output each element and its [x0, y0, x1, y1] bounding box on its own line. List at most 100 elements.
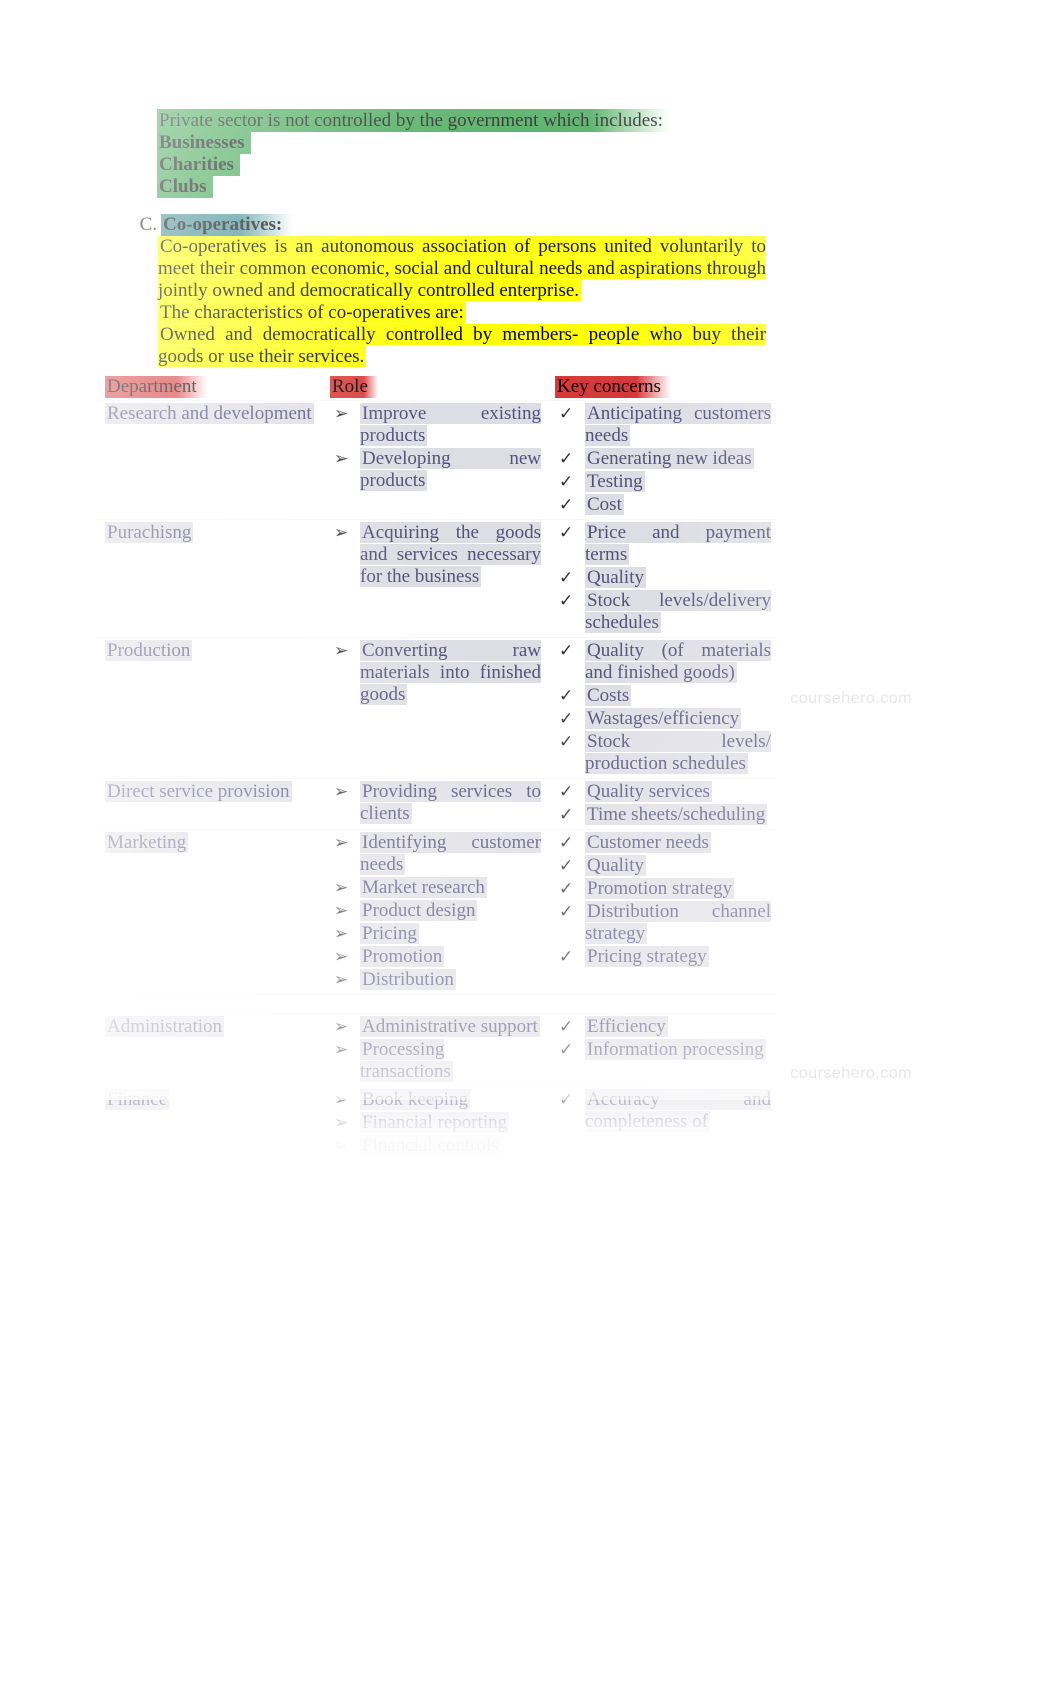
- concern-item-text: Time sheets/scheduling: [585, 804, 767, 825]
- dept-name: Research and development: [105, 403, 314, 424]
- role-item-text: Book keeping: [360, 1089, 470, 1110]
- cooperatives-body: Co-operatives is an autonomous associati…: [158, 236, 766, 368]
- concern-item: Accuracy and completeness of: [555, 1089, 771, 1133]
- role-item-text: Identifying customer needs: [360, 832, 541, 875]
- role-item: Developing new products: [330, 448, 541, 492]
- role-list: Improve existing productsDeveloping new …: [330, 403, 541, 492]
- intro-line-1-text: Private sector is not controlled by the …: [157, 109, 669, 132]
- concerns-list: Quality servicesTime sheets/scheduling: [555, 781, 771, 826]
- coops-para-3: Owned and democratically controlled by m…: [158, 324, 766, 367]
- concern-item: Testing: [555, 471, 771, 493]
- role-item-text: Financial controls: [360, 1135, 501, 1156]
- role-item-text: Acquiring the goods and services necessa…: [360, 522, 541, 587]
- concern-item: Price and payment terms: [555, 522, 771, 566]
- list-letter: C.: [133, 214, 157, 236]
- role-list: Identifying customer needsMarket researc…: [330, 832, 541, 991]
- table-row: [97, 995, 777, 1014]
- table-row: Research and development Improve existing…: [97, 401, 777, 520]
- header-department: Department: [97, 374, 322, 401]
- role-item-text: Market research: [360, 877, 487, 898]
- concern-item-text: Anticipating customers needs: [585, 403, 771, 446]
- role-item-text: Processing transactions: [360, 1039, 453, 1082]
- table-row: MarketingIdentifying customer needsMarke…: [97, 830, 777, 995]
- concerns-cell: Customer needsQualityPromotion strategyD…: [547, 830, 777, 995]
- dept-name: Direct service provision: [105, 781, 292, 802]
- concern-item-text: Pricing strategy: [585, 946, 709, 967]
- table-row: Administration Administrative supportProc…: [97, 1014, 777, 1087]
- concerns-cell: Price and payment termsQualityStock leve…: [547, 520, 777, 638]
- concerns-cell: Quality servicesTime sheets/scheduling: [547, 779, 777, 830]
- table-row: Production Converting raw materials into …: [97, 638, 777, 779]
- coops-para-2: The characteristics of co-operatives are…: [158, 302, 466, 323]
- concern-item: Costs: [555, 685, 771, 707]
- role-list: Acquiring the goods and services necessa…: [330, 522, 541, 588]
- concern-item-text: Costs: [585, 685, 631, 706]
- cooperatives-heading-row: C. Co-operatives:: [133, 214, 1062, 236]
- concerns-cell: Quality (of materials and finished goods…: [547, 638, 777, 779]
- role-item: Product design: [330, 900, 541, 922]
- page: Private sector is not controlled by the …: [0, 0, 1062, 1686]
- intro-block: Private sector is not controlled by the …: [157, 110, 765, 198]
- role-item: Financial reporting: [330, 1112, 541, 1134]
- role-cell: Improve existing productsDeveloping new …: [322, 401, 547, 520]
- concern-item-text: Cost: [585, 494, 624, 515]
- concern-item-text: Quality: [585, 855, 646, 876]
- concern-item: Quality: [555, 855, 771, 877]
- intro-line-1: Private sector is not controlled by the …: [157, 110, 765, 132]
- intro-bullet-3: Clubs: [157, 176, 765, 198]
- concerns-cell: Anticipating customers needsGenerating n…: [547, 401, 777, 520]
- dept-name: Administration: [105, 1016, 224, 1037]
- role-item-text: Converting raw materials into finished g…: [360, 640, 541, 705]
- dept-cell: Research and development: [97, 401, 322, 520]
- concern-item-text: Generating new ideas: [585, 448, 754, 469]
- concern-item-text: Quality (of materials and finished goods…: [585, 640, 771, 683]
- concern-item-text: Quality services: [585, 781, 712, 802]
- role-item-text: Distribution: [360, 969, 456, 990]
- concern-item-text: Accuracy and completeness of: [585, 1089, 771, 1132]
- concerns-cell: Accuracy and completeness of: [547, 1087, 777, 1161]
- role-item: Administrative support: [330, 1016, 541, 1038]
- concern-item: Generating new ideas: [555, 448, 771, 470]
- role-item: Providing services to clients: [330, 781, 541, 825]
- header-role-label: Role: [330, 376, 378, 398]
- header-key-concerns-label: Key concerns: [555, 376, 671, 398]
- role-item: Processing transactions: [330, 1039, 541, 1083]
- coops-para-1: Co-operatives is an autonomous associati…: [158, 236, 766, 301]
- concern-item: Promotion strategy: [555, 878, 771, 900]
- intro-bullet-1-text: Businesses: [157, 132, 251, 154]
- concern-item: Quality: [555, 567, 771, 589]
- table-row: Direct service provision Providing servic…: [97, 779, 777, 830]
- role-list: Book keepingFinancial reportingFinancial…: [330, 1089, 541, 1157]
- header-key-concerns: Key concerns: [547, 374, 777, 401]
- table-row: Purachisng Acquiring the goods and servic…: [97, 520, 777, 638]
- concern-item: Customer needs: [555, 832, 771, 854]
- concern-item-text: Information processing: [585, 1039, 766, 1060]
- dept-name: Production: [105, 640, 192, 661]
- role-item: Distribution: [330, 969, 541, 991]
- dept-cell: Finance: [97, 1087, 322, 1161]
- dept-cell: Administration: [97, 1014, 322, 1087]
- concerns-cell: EfficiencyInformation processing: [547, 1014, 777, 1087]
- concern-item: Quality (of materials and finished goods…: [555, 640, 771, 684]
- concern-item-text: Stock levels/delivery schedules: [585, 590, 771, 633]
- concern-item-text: Promotion strategy: [585, 878, 734, 899]
- role-list: Converting raw materials into finished g…: [330, 640, 541, 706]
- header-role: Role: [322, 374, 547, 401]
- concern-item-text: Stock levels/ production schedules: [585, 731, 771, 774]
- role-item-text: Promotion: [360, 946, 444, 967]
- concerns-list: Quality (of materials and finished goods…: [555, 640, 771, 775]
- concerns-list: Price and payment termsQualityStock leve…: [555, 522, 771, 634]
- role-item: Book keeping: [330, 1089, 541, 1111]
- role-item-text: Providing services to clients: [360, 781, 541, 824]
- dept-cell: Purachisng: [97, 520, 322, 638]
- role-cell: Identifying customer needsMarket researc…: [322, 830, 547, 995]
- watermark-2: coursehero.com: [790, 1065, 912, 1083]
- concerns-list: Customer needsQualityPromotion strategyD…: [555, 832, 771, 968]
- role-item-text: Improve existing products: [360, 403, 541, 446]
- role-item: Promotion: [330, 946, 541, 968]
- role-item: Converting raw materials into finished g…: [330, 640, 541, 706]
- dept-name: Purachisng: [105, 522, 193, 543]
- role-item: Pricing: [330, 923, 541, 945]
- departments-table-wrap: Department Role Key concerns Research an…: [97, 374, 777, 1161]
- role-cell: Providing services to clients: [322, 779, 547, 830]
